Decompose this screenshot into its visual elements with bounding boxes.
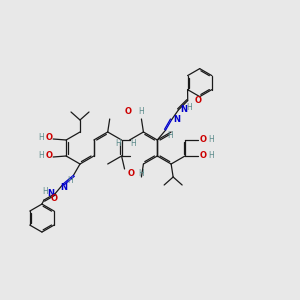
Text: O: O bbox=[200, 151, 207, 160]
Text: H: H bbox=[38, 134, 44, 142]
Text: H: H bbox=[187, 103, 192, 112]
Text: H: H bbox=[115, 139, 121, 148]
Text: H: H bbox=[208, 134, 214, 143]
Text: N: N bbox=[47, 189, 54, 198]
Text: H: H bbox=[130, 139, 136, 148]
Text: N: N bbox=[60, 183, 67, 192]
Text: H: H bbox=[38, 152, 44, 160]
Text: H: H bbox=[208, 151, 214, 160]
Text: H: H bbox=[138, 107, 144, 116]
Text: O: O bbox=[45, 134, 52, 142]
Text: O: O bbox=[45, 152, 52, 160]
Text: O: O bbox=[200, 134, 207, 143]
Text: H: H bbox=[168, 131, 173, 140]
Text: H: H bbox=[42, 187, 48, 196]
Text: H: H bbox=[139, 169, 144, 178]
Text: O: O bbox=[124, 107, 131, 116]
Text: H: H bbox=[67, 176, 73, 185]
Text: N: N bbox=[181, 105, 188, 114]
Text: O: O bbox=[128, 169, 135, 178]
Text: N: N bbox=[174, 115, 181, 124]
Text: O: O bbox=[195, 96, 202, 105]
Text: O: O bbox=[51, 194, 58, 202]
